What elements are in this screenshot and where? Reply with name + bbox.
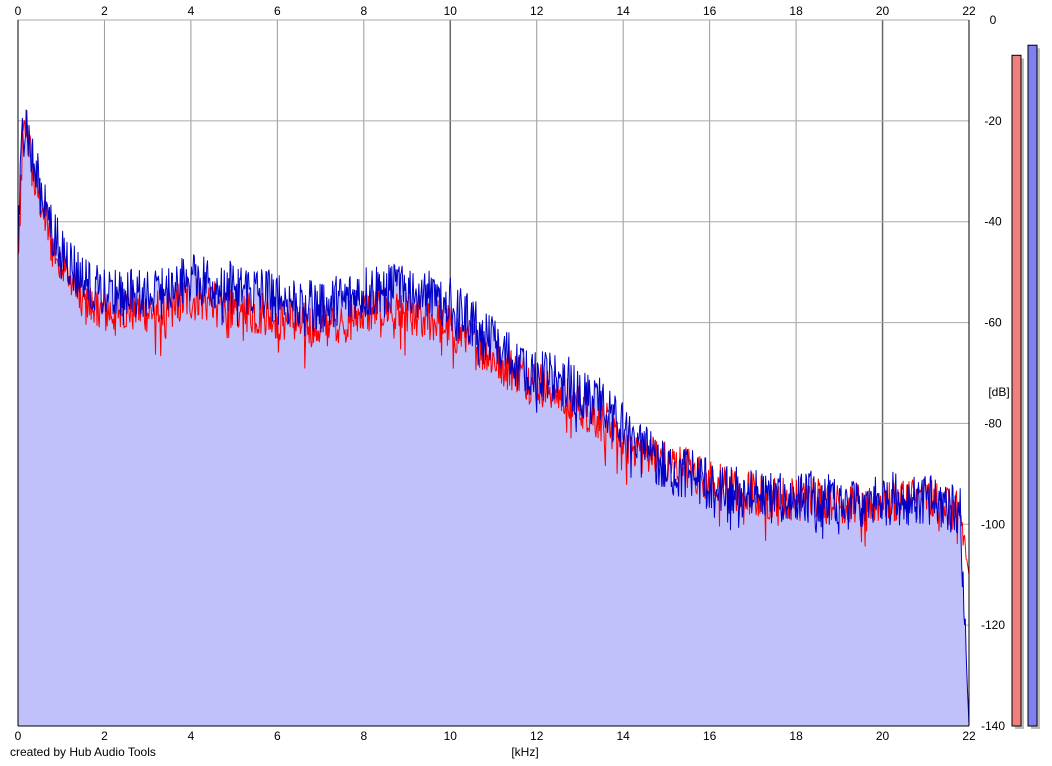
x-tick-label-top: 22 [962, 4, 976, 18]
y-tick-label: -60 [984, 316, 1002, 330]
level-meters [1011, 44, 1040, 730]
y-tick-label: -120 [981, 618, 1005, 632]
x-tick-label-bottom: 8 [360, 729, 367, 743]
y-tick-label: -40 [984, 215, 1002, 229]
x-tick-label-bottom: 22 [962, 729, 976, 743]
y-tick-label: -140 [981, 719, 1005, 733]
x-tick-label-top: 16 [703, 4, 717, 18]
y-tick-label: -80 [984, 416, 1002, 430]
x-tick-label-bottom: 14 [617, 729, 631, 743]
level-meter-bar [1027, 44, 1038, 727]
x-tick-label-bottom: 18 [789, 729, 803, 743]
axes [17, 20, 970, 727]
x-tick-label-top: 12 [530, 4, 544, 18]
series-line-blue [17, 110, 970, 727]
x-tick-label-bottom: 6 [274, 729, 281, 743]
series-layer [17, 109, 970, 727]
x-tick-label-top: 0 [15, 4, 22, 18]
x-tick-label-top: 4 [188, 4, 195, 18]
x-tick-label-top: 18 [789, 4, 803, 18]
x-tick-label-bottom: 2 [101, 729, 108, 743]
spectrum-fill-layer [18, 110, 969, 727]
spectrum-fill [18, 110, 969, 727]
x-tick-label-top: 14 [617, 4, 631, 18]
x-tick-label-bottom: 20 [876, 729, 890, 743]
x-tick-label-bottom: 4 [188, 729, 195, 743]
level-meter-bar [1011, 54, 1022, 727]
x-tick-label-bottom: 16 [703, 729, 717, 743]
y-axis-label: [dB] [988, 385, 1009, 399]
x-axis-label: [kHz] [511, 745, 538, 759]
x-tick-label-top: 8 [360, 4, 367, 18]
credit-text: created by Hub Audio Tools [10, 745, 156, 759]
x-tick-label-top: 10 [444, 4, 458, 18]
y-ticks: 0 -20 -40 -60 -80 -100 -120 -140 [981, 13, 1005, 733]
x-tick-label-bottom: 0 [15, 729, 22, 743]
x-ticks-top: 0 2 4 6 8 10 12 14 16 18 20 22 [15, 4, 976, 18]
x-tick-label-top: 2 [101, 4, 108, 18]
x-tick-label-top: 20 [876, 4, 890, 18]
x-ticks-bottom: 0 2 4 6 8 10 12 14 16 18 20 22 [15, 729, 976, 743]
y-tick-label: -20 [984, 114, 1002, 128]
x-tick-label-bottom: 10 [444, 729, 458, 743]
y-tick-label: -100 [981, 517, 1005, 531]
y-tick-label: 0 [990, 13, 997, 27]
x-tick-label-bottom: 12 [530, 729, 544, 743]
x-tick-label-top: 6 [274, 4, 281, 18]
